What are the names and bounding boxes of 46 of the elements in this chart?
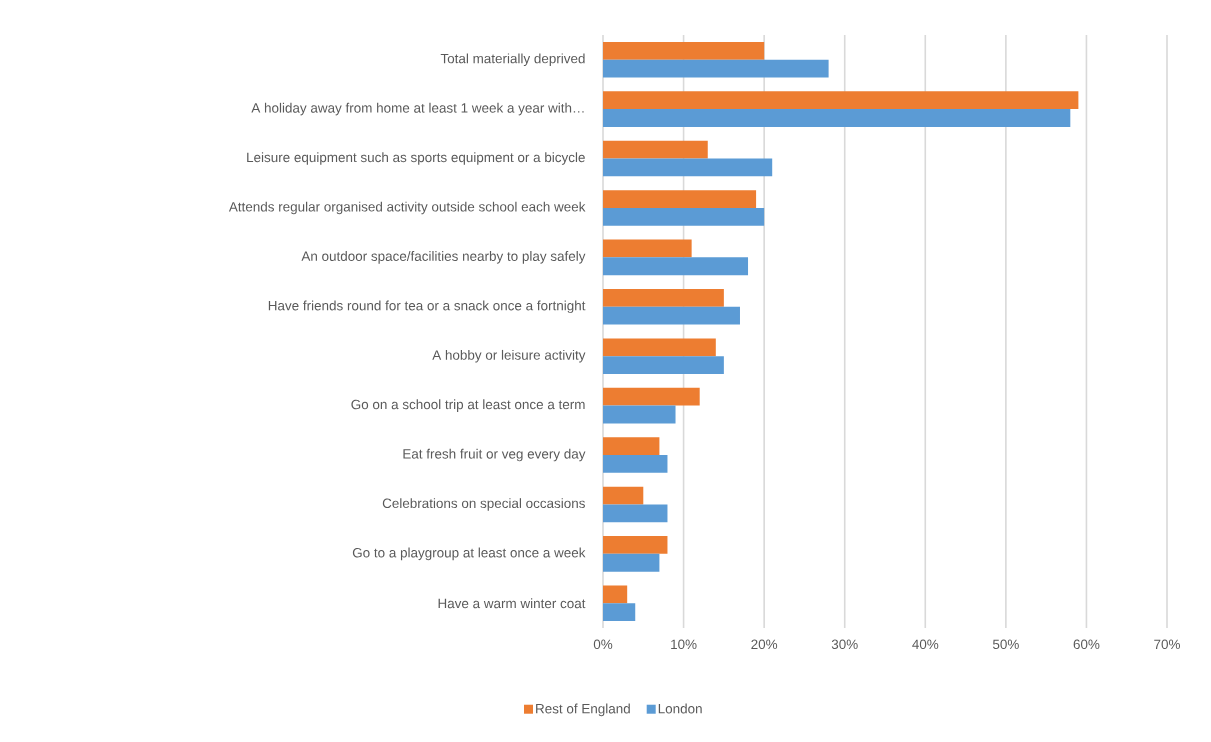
x-tick-label: 10% — [671, 639, 697, 650]
bar — [603, 306, 740, 325]
x-tick-label: 60% — [1073, 639, 1100, 650]
bar — [603, 109, 1071, 127]
x-tick-label: 30% — [831, 639, 858, 650]
bar — [603, 553, 660, 572]
y-tick-label: Attends regular organised activity outside school each week — [228, 201, 586, 215]
bar — [603, 387, 700, 406]
legend-label: London — [658, 703, 702, 714]
bar — [603, 486, 644, 505]
x-tick-label: 20% — [751, 639, 778, 650]
bar — [603, 536, 668, 554]
y-tick-label: Have friends round for tea or a snack once a fortnight — [268, 300, 586, 314]
bar — [603, 239, 692, 258]
x-tick-label: 0% — [593, 639, 613, 650]
bar — [603, 437, 660, 456]
y-tick-label: Total materially deprived — [440, 53, 585, 66]
y-tick-label: Eat fresh fruit or veg every day — [403, 448, 586, 462]
bar — [603, 338, 716, 357]
bar — [603, 41, 765, 60]
bar — [603, 356, 724, 374]
bar — [603, 158, 773, 177]
y-tick-label: An outdoor space/facilities nearby to play safely — [301, 251, 586, 264]
bar — [603, 585, 628, 604]
x-tick-label: 50% — [992, 639, 1019, 650]
bar — [603, 91, 1079, 110]
bar — [603, 455, 668, 473]
y-tick-label: Celebrations on special occasions — [382, 498, 585, 511]
legend-label: Rest of England — [536, 703, 630, 717]
bar — [603, 603, 636, 622]
y-tick-label: Leisure equipment such as sports equipment or a bicycle — [247, 152, 585, 165]
bar — [603, 140, 708, 159]
y-tick-label: Go to a playgroup at least once a week — [352, 547, 586, 561]
y-tick-label: A hobby or leisure activity — [432, 349, 586, 363]
bar — [603, 257, 749, 276]
y-tick-label: Have a warm winter coat — [438, 598, 586, 609]
y-tick-label: A holiday away from home at least 1 week a year with… — [251, 102, 584, 116]
bar — [603, 207, 765, 226]
bar — [603, 405, 676, 424]
bar — [603, 190, 757, 208]
bar — [603, 504, 668, 523]
x-tick-label: 40% — [912, 639, 939, 650]
x-tick-label: 70% — [1154, 639, 1180, 650]
bar — [603, 59, 829, 78]
bar — [603, 288, 724, 307]
y-tick-label: Go on a school trip at least once a term — [351, 399, 585, 412]
